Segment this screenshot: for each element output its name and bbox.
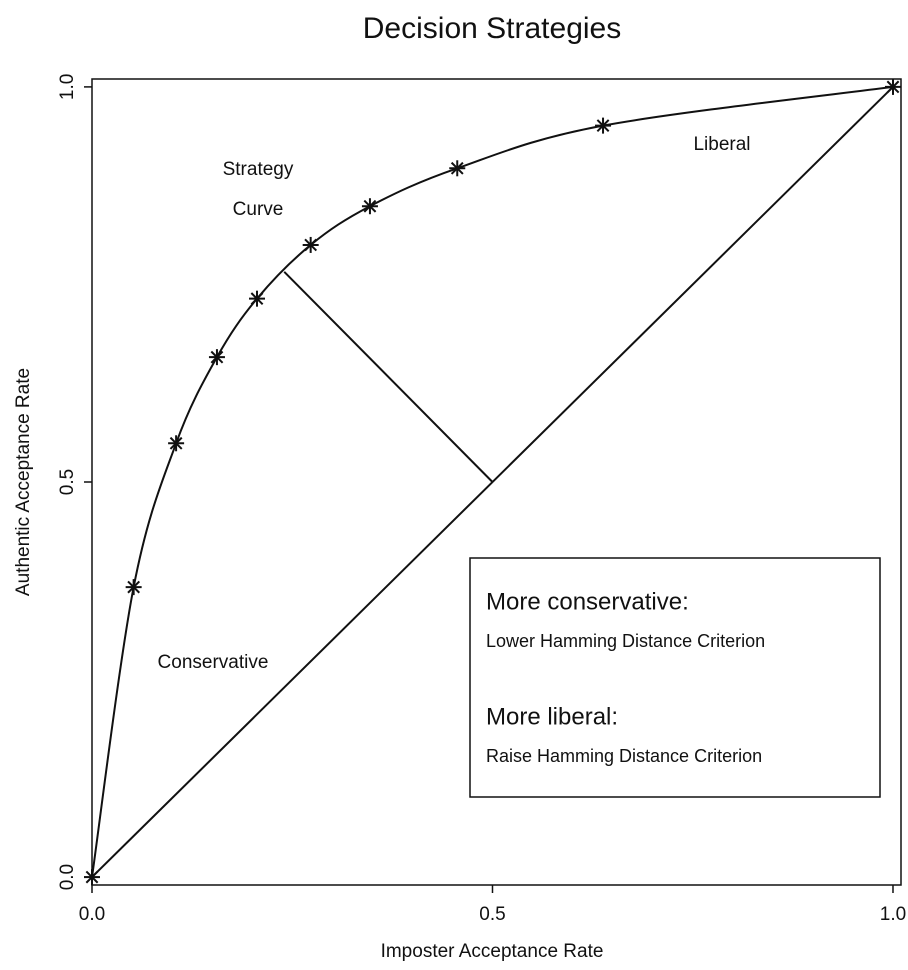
- y-axis-label: Authentic Acceptance Rate: [13, 368, 34, 596]
- annotation: Liberal: [693, 134, 750, 155]
- info-text: More conservative:: [486, 588, 689, 615]
- marker-stroke: [127, 580, 141, 594]
- asterisk-marker: [361, 198, 378, 215]
- asterisk-marker: [168, 435, 185, 452]
- marker-stroke: [304, 238, 318, 252]
- x-tick-label: 0.0: [79, 904, 105, 925]
- annotation: Conservative: [158, 652, 269, 673]
- marker-stroke: [363, 199, 377, 213]
- marker-stroke: [596, 119, 610, 132]
- chart-title: Decision Strategies: [363, 12, 621, 45]
- info-text: Lower Hamming Distance Criterion: [486, 631, 765, 651]
- x-axis-label: Imposter Acceptance Rate: [381, 941, 604, 962]
- info-text: More liberal:: [486, 703, 618, 730]
- marker-stroke: [450, 161, 464, 175]
- marker-stroke: [210, 350, 224, 364]
- asterisk-marker: [208, 349, 225, 366]
- annotation: Curve: [233, 199, 284, 220]
- series-line: [283, 271, 494, 483]
- asterisk-marker: [125, 579, 142, 596]
- asterisk-marker: [449, 160, 466, 177]
- y-tick-label: 0.0: [57, 864, 78, 890]
- y-tick-label: 0.5: [57, 469, 78, 495]
- asterisk-marker: [302, 236, 319, 253]
- marker-stroke: [169, 436, 183, 450]
- asterisk-marker: [249, 290, 266, 307]
- info-text: Raise Hamming Distance Criterion: [486, 746, 762, 766]
- x-tick-label: 1.0: [880, 904, 906, 925]
- x-tick-label: 0.5: [479, 904, 505, 925]
- info-box: [469, 557, 881, 798]
- marker-stroke: [250, 292, 264, 306]
- y-tick-label: 1.0: [57, 74, 78, 100]
- asterisk-marker: [595, 117, 612, 134]
- annotation: Strategy: [223, 159, 294, 180]
